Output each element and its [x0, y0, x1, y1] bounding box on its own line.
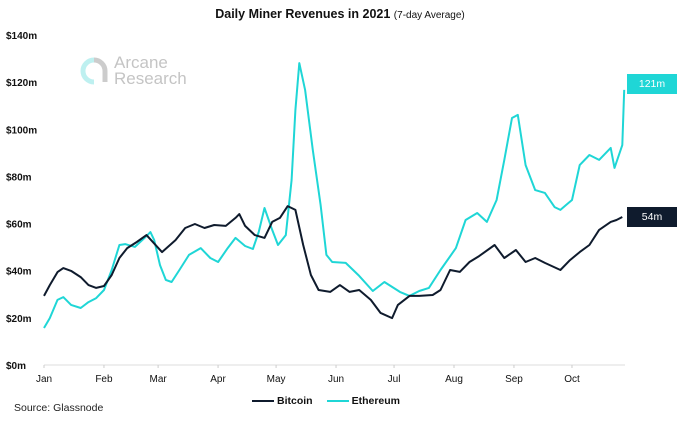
ethereum-end-label: 121m: [627, 74, 677, 94]
legend-label-ethereum: Ethereum: [351, 395, 401, 407]
legend: Bitcoin Ethereum: [252, 395, 414, 407]
x-tick-label: Apr: [210, 374, 226, 385]
x-tick-label: Jun: [328, 374, 344, 385]
x-tick-label: Mar: [149, 374, 167, 385]
x-tick-label: Jan: [36, 374, 52, 385]
x-tick-label: Oct: [564, 374, 580, 385]
source-note: Source: Glassnode: [14, 402, 104, 414]
x-tick-label: Feb: [95, 374, 113, 385]
x-tick-label: Aug: [445, 374, 463, 385]
x-tick-label: May: [267, 374, 286, 385]
watermark-line2: Research: [114, 69, 187, 88]
watermark-line1: Arcane: [114, 53, 168, 72]
y-tick-label: $80m: [6, 172, 32, 183]
bitcoin-end-label: 54m: [627, 207, 677, 227]
legend-item-ethereum: Ethereum: [326, 395, 401, 407]
series-line-ethereum: [43, 62, 626, 329]
x-tick-label: Sep: [505, 374, 523, 385]
series-line-bitcoin: [43, 205, 623, 320]
y-tick-label: $0m: [6, 361, 26, 372]
legend-label-bitcoin: Bitcoin: [277, 395, 313, 407]
y-tick-label: $40m: [6, 267, 32, 278]
chart-title: Daily Miner Revenues in 2021 (7-day Aver…: [0, 7, 680, 21]
legend-swatch-ethereum: [326, 400, 349, 402]
title-text: Daily Miner Revenues in 2021: [215, 7, 391, 21]
legend-item-bitcoin: Bitcoin: [252, 395, 313, 407]
legend-swatch-bitcoin: [252, 400, 274, 402]
arcane-logo-icon: [80, 57, 108, 85]
subtitle-text: (7-day Average): [393, 10, 465, 21]
y-tick-label: $100m: [6, 125, 37, 136]
y-tick-label: $60m: [6, 220, 32, 231]
x-tick-label: Jul: [388, 374, 401, 385]
y-tick-label: $120m: [6, 78, 37, 89]
y-tick-label: $140m: [6, 31, 37, 42]
watermark-logo: Arcane Research: [80, 53, 187, 88]
y-tick-label: $20m: [6, 314, 32, 325]
